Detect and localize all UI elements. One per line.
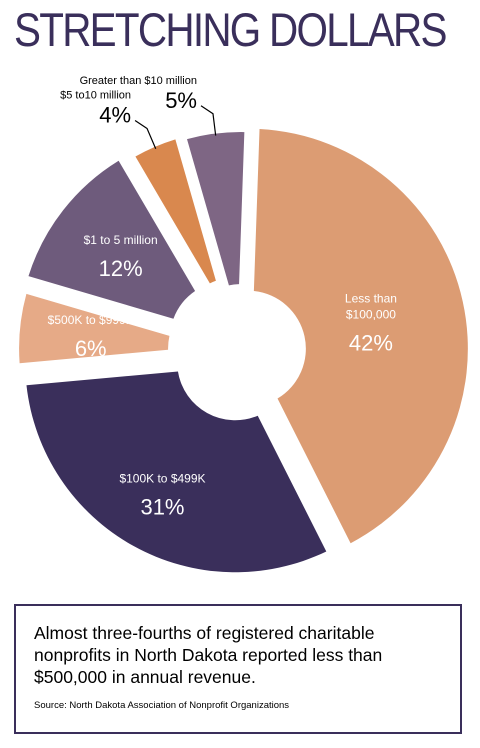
slice-less-than-100-000-label: $100,000 xyxy=(346,308,396,322)
donut-chart: Less than $100,000 42% $100K to $499K 31% $50… xyxy=(19,75,468,573)
slice-100k-to-499k xyxy=(26,371,327,573)
slice-less-than-100-000-value: 42% xyxy=(349,331,393,356)
slice-greater-than-10-million-value: 5% xyxy=(165,88,197,113)
slice-500k-to-999k-value: 6% xyxy=(75,336,107,361)
slice-5-to10-million-value: 4% xyxy=(99,102,131,127)
caption-text: Almost three-fourths of registered chari… xyxy=(34,623,383,687)
slice-less-than-100-000-label: Less than xyxy=(345,292,397,306)
slice-5-to10-million-label: $5 to10 million xyxy=(60,89,131,101)
slice-5-to10-million xyxy=(135,139,216,284)
slice-100k-to-499k-value: 31% xyxy=(140,494,184,519)
slice-100k-to-499k-label: $100K to $499K xyxy=(119,471,205,485)
slice-1-to-5-million-value: 12% xyxy=(99,256,143,281)
slice-500k-to-999k-label: $500K to $999K xyxy=(48,313,134,327)
slice-1-to-5-million xyxy=(28,160,196,319)
slice-greater-than-10-million-label: Greater than $10 million xyxy=(80,75,197,87)
slice-greater-than-10-million-leader xyxy=(200,105,217,136)
slice-1-to-5-million-label: $1 to 5 million xyxy=(84,233,158,247)
chart-title: STRETCHING DOLLARS xyxy=(14,3,447,56)
caption-source: Source: North Dakota Association of Nonp… xyxy=(34,700,290,711)
slice-5-to10-million-leader xyxy=(134,119,157,149)
slice-greater-than-10-million xyxy=(186,132,245,286)
slice-500k-to-999k xyxy=(19,293,170,364)
slice-less-than-100-000 xyxy=(253,129,468,544)
caption-box: Almost three-fourths of registered chari… xyxy=(14,604,462,734)
